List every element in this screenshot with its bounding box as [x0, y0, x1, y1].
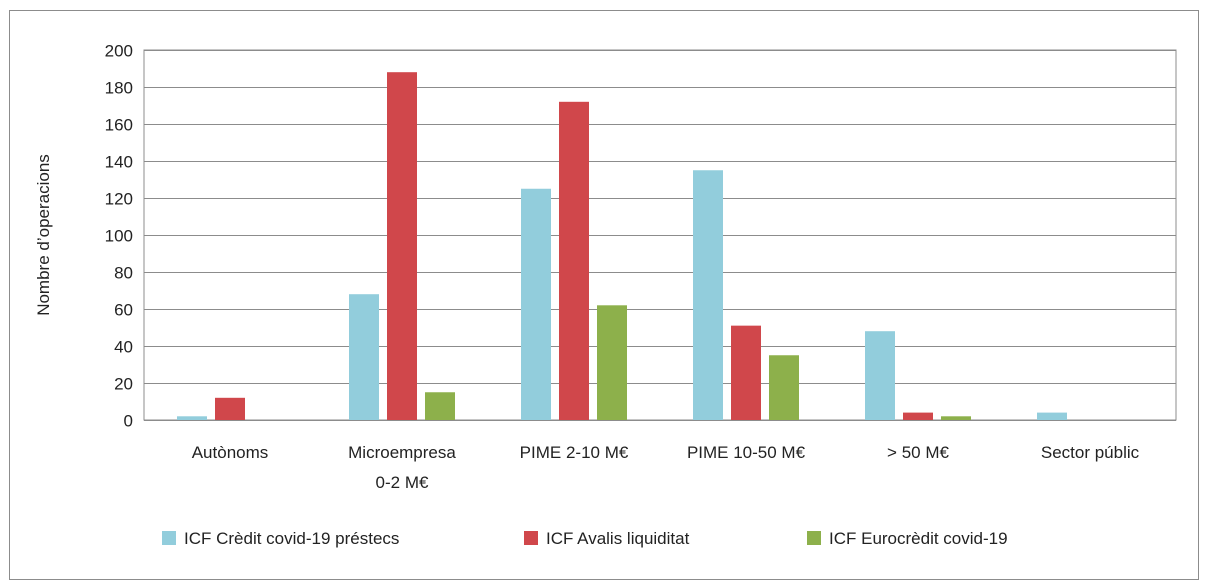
bar-chart: 0 20 40 60 80 100 120 140 160 180 200 Nombre d’oper… — [34, 42, 1177, 548]
bar-3 — [597, 305, 627, 420]
bar-1 — [1037, 412, 1067, 420]
legend-label: ICF Crèdit covid-19 préstecs — [184, 529, 399, 548]
y-tick-label: 60 — [114, 301, 133, 320]
x-tick-label: PIME 10-50 M€ — [687, 443, 806, 462]
bar-3 — [769, 355, 799, 420]
chart-frame: 0 20 40 60 80 100 120 140 160 180 200 Nombre d’oper… — [9, 10, 1199, 580]
x-tick-label: Sector públic — [1041, 443, 1140, 462]
bar-1 — [865, 331, 895, 420]
bar-1 — [693, 170, 723, 420]
legend-label: ICF Eurocrèdit covid-19 — [829, 529, 1008, 548]
y-tick-label: 80 — [114, 264, 133, 283]
y-tick-label: 100 — [105, 227, 133, 246]
y-tick-label: 200 — [105, 42, 133, 61]
y-tick-label: 0 — [124, 412, 133, 431]
bar-2 — [215, 397, 245, 420]
y-tick-label: 180 — [105, 79, 133, 98]
legend-label: ICF Avalis liquiditat — [546, 529, 690, 548]
bar-1 — [349, 294, 379, 420]
x-tick-label: > 50 M€ — [887, 443, 949, 462]
bar-2 — [903, 412, 933, 420]
bar-1 — [521, 188, 551, 420]
bar-2 — [731, 325, 761, 420]
x-tick-label: 0-2 M€ — [376, 473, 429, 492]
x-tick-label: Autònoms — [192, 443, 269, 462]
y-tick-label: 160 — [105, 116, 133, 135]
legend-swatch — [524, 531, 538, 545]
y-tick-label: 140 — [105, 153, 133, 172]
y-axis-label: Nombre d’operacions — [34, 154, 53, 316]
bar-1 — [177, 416, 207, 420]
legend-swatch — [807, 531, 821, 545]
x-tick-label: PIME 2-10 M€ — [520, 443, 629, 462]
bar-3 — [425, 392, 455, 420]
clipped-title — [0, 0, 1205, 4]
bar-2 — [387, 72, 417, 420]
y-tick-label: 20 — [114, 375, 133, 394]
y-tick-label: 40 — [114, 338, 133, 357]
bar-3 — [941, 416, 971, 420]
y-tick-label: 120 — [105, 190, 133, 209]
legend-swatch — [162, 531, 176, 545]
bar-2 — [559, 101, 589, 421]
x-tick-label: Microempresa — [348, 443, 456, 462]
